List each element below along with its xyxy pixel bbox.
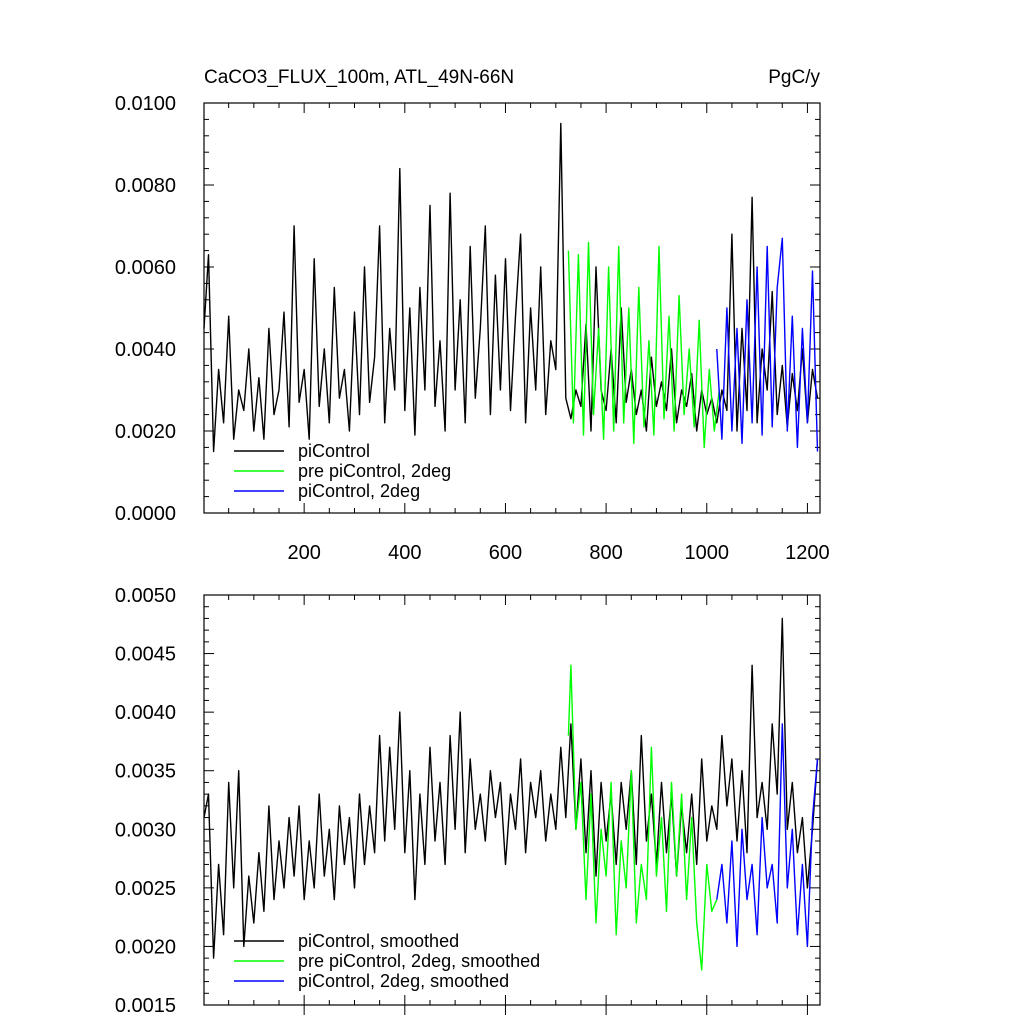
top-y-tick-label: 0.0020 — [115, 421, 176, 443]
top-series-line-1 — [567, 241, 720, 449]
bottom-y-tick-label: 0.0040 — [115, 702, 176, 724]
top-axes: 200 400 600 800 1000 1200 0.0000 0.0020 0.0040 0.… — [115, 93, 830, 564]
legend-label-pre-picontrol-2deg-smoothed: pre piControl, 2deg, smoothed — [298, 951, 540, 971]
bottom-series-line-1 — [567, 664, 718, 971]
top-series-line-0 — [203, 122, 819, 453]
bottom-series — [203, 617, 819, 971]
legend-label-picontrol: piControl — [298, 441, 370, 461]
chart-title: CaCO3_FLUX_100m, ATL_49N-66N — [204, 67, 514, 88]
top-x-tick-label: 1000 — [685, 542, 730, 564]
top-y-tick-label: 0.0040 — [115, 339, 176, 361]
bottom-y-tick-label: 0.0025 — [115, 878, 176, 900]
bottom-y-tick-label: 0.0015 — [115, 995, 176, 1017]
bottom-y-tick-label: 0.0045 — [115, 644, 176, 666]
top-x-tick-label: 400 — [388, 542, 421, 564]
legend-label-pre-picontrol-2deg: pre piControl, 2deg — [298, 461, 451, 481]
legend-label-picontrol-smoothed: piControl, smoothed — [298, 931, 459, 951]
bottom-y-tick-label: 0.0020 — [115, 936, 176, 958]
top-x-tick-label: 1200 — [785, 542, 830, 564]
bottom-y-tick-label: 0.0050 — [115, 585, 176, 607]
top-y-tick-label: 0.0100 — [115, 93, 176, 115]
top-y-tick-label: 0.0080 — [115, 175, 176, 197]
bottom-axes: 0.0015 0.0020 0.0025 0.0030 0.0035 0.0040 0.00… — [115, 585, 820, 1017]
bottom-series-line-0 — [203, 617, 819, 959]
bottom-plot-frame — [203, 594, 821, 1006]
top-y-tick-label: 0.0000 — [115, 503, 176, 525]
legend-label-picontrol-2deg: piControl, 2deg — [298, 481, 420, 501]
bottom-series-line-2 — [716, 723, 819, 948]
top-x-tick-label: 600 — [489, 542, 522, 564]
top-series — [203, 122, 819, 453]
legend-label-picontrol-2deg-smoothed: piControl, 2deg, smoothed — [298, 971, 509, 991]
chart-units: PgC/y — [768, 67, 820, 88]
top-x-tick-label: 800 — [589, 542, 622, 564]
top-legend: piControl pre piControl, 2deg piControl,… — [234, 441, 451, 501]
bottom-y-tick-label: 0.0030 — [115, 819, 176, 841]
top-plot-frame — [203, 102, 821, 514]
bottom-y-tick-label: 0.0035 — [115, 761, 176, 783]
top-series-line-2 — [716, 237, 819, 452]
top-x-tick-label: 200 — [287, 542, 320, 564]
bottom-legend: piControl, smoothed pre piControl, 2deg,… — [234, 931, 540, 991]
top-y-tick-label: 0.0060 — [115, 257, 176, 279]
